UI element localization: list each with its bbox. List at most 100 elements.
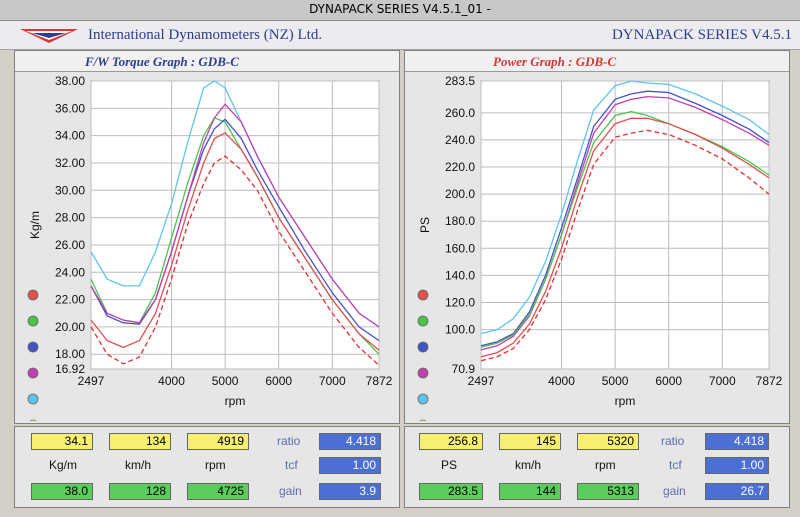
ratio-value: 4.418: [319, 433, 381, 450]
y-tick-label: 28.00: [55, 211, 85, 225]
y-tick-label: 36.00: [55, 101, 85, 115]
torque-graph-header: F/W Torque Graph : GDB-C: [15, 51, 399, 72]
torque-max-value: 38.0: [31, 483, 93, 500]
y-axis-label: PS: [418, 217, 432, 233]
run-toggle-icon[interactable]: [27, 289, 39, 301]
series-line: [480, 95, 770, 351]
window-titlebar: DYNAPACK SERIES V4.5.1_01 -: [0, 0, 800, 21]
y-tick-label: 140.0: [445, 268, 475, 282]
rpm-unit-label-right: rpm: [595, 458, 616, 472]
series-line: [90, 118, 380, 342]
x-tick-label: 4000: [548, 374, 575, 388]
y-tick-label: 30.00: [55, 183, 85, 197]
tcf-label: tcf: [285, 458, 298, 472]
x-tick-label: 4000: [158, 374, 185, 388]
ratio-value-right: 4.418: [705, 433, 769, 450]
software-version: DYNAPACK SERIES V4.5.1: [611, 27, 792, 43]
x-tick-label: 2497: [78, 374, 105, 388]
x-tick-label: 5000: [602, 374, 629, 388]
x-tick-label: 7872: [366, 374, 393, 388]
y-tick-label: 26.00: [55, 238, 85, 252]
y-tick-label: 32.00: [55, 156, 85, 170]
x-tick-label: 7000: [319, 374, 346, 388]
speed-unit-label: km/h: [125, 458, 152, 472]
y-tick-label: 34.00: [55, 129, 85, 143]
torque-max-rpm: 4725: [187, 483, 249, 500]
run-toggle-icon[interactable]: [418, 419, 428, 421]
plot-area: [90, 80, 380, 370]
series-line: [480, 117, 770, 358]
plot-area: [480, 80, 770, 370]
series-line: [90, 155, 380, 366]
y-tick-label: 22.00: [55, 293, 85, 307]
power-graph-panel: Power Graph : GDB-C 283.5 260.0 240.0 220.0…: [404, 50, 790, 424]
ratio-label: ratio: [277, 434, 301, 448]
y-tick-label: 16.92: [55, 362, 85, 376]
power-current-value: 256.8: [419, 433, 483, 450]
power-graph-header: Power Graph : GDB-C: [405, 51, 789, 72]
power-chart: 283.5 260.0 240.0 220.0 200.0 180.0 160.0 140.0…: [417, 74, 783, 421]
run-toggle-icon[interactable]: [27, 315, 39, 327]
series-line: [480, 90, 770, 347]
series-line: [480, 129, 770, 362]
x-tick-label: 6000: [655, 374, 682, 388]
run-toggle-icon[interactable]: [417, 393, 429, 405]
x-tick-label: 7872: [756, 374, 783, 388]
torque-chart: 38.00 36.00 34.00 32.00 30.00 28.00 26.00 24.00…: [27, 74, 393, 421]
company-name: International Dynamometers (NZ) Ltd.: [88, 27, 323, 43]
tcf-value: 1.00: [319, 457, 381, 474]
run-toggle-icon[interactable]: [28, 419, 38, 421]
run-toggle-icon[interactable]: [417, 289, 429, 301]
power-max-value: 283.5: [419, 483, 483, 500]
x-axis-label: rpm: [615, 394, 636, 408]
run-toggle-icon[interactable]: [27, 367, 39, 379]
power-unit-label: PS: [441, 458, 458, 472]
power-max-rpm: 5313: [577, 483, 639, 500]
gain-label: gain: [279, 484, 302, 498]
y-tick-label: 20.00: [55, 320, 85, 334]
power-max-speed: 144: [499, 483, 561, 500]
y-tick-label: 220.0: [445, 160, 475, 174]
x-tick-label: 7000: [709, 374, 736, 388]
tcf-label-right: tcf: [669, 458, 682, 472]
power-readout-panel: 256.8 145 5320 ratio 4.418 PS km/h rpm t…: [404, 426, 790, 508]
ratio-label-right: ratio: [661, 434, 685, 448]
rpm-unit-label: rpm: [205, 458, 226, 472]
gain-value: 3.9: [319, 483, 381, 500]
run-toggle-icon[interactable]: [27, 393, 39, 405]
power-graph-title: Power Graph : GDB-C: [493, 54, 617, 69]
torque-graph-title: F/W Torque Graph : GDB-C: [85, 54, 239, 69]
company-logo: [20, 29, 78, 43]
torque-graph-panel: F/W Torque Graph : GDB-C 38.00 36.00 34.00…: [14, 50, 400, 424]
x-tick-label: 2497: [468, 374, 495, 388]
y-tick-label: 200.0: [445, 187, 475, 201]
y-tick-label: 100.0: [445, 323, 475, 337]
y-tick-label: 180.0: [445, 214, 475, 228]
y-tick-label: 160.0: [445, 241, 475, 255]
y-tick-label: 18.00: [55, 347, 85, 361]
torque-current-rpm: 4919: [187, 433, 249, 450]
gain-label-right: gain: [663, 484, 686, 498]
x-axis-label: rpm: [225, 394, 246, 408]
series-line: [90, 103, 380, 328]
y-tick-label: 260.0: [445, 106, 475, 120]
y-axis-label: Kg/m: [28, 211, 42, 239]
torque-readout-panel: 34.1 134 4919 ratio 4.418 Kg/m km/h rpm …: [14, 426, 400, 508]
series-line: [90, 132, 380, 351]
y-tick-label: 70.9: [452, 362, 476, 376]
torque-current-value: 34.1: [31, 433, 93, 450]
run-toggle-icon[interactable]: [417, 341, 429, 353]
x-tick-label: 5000: [212, 374, 239, 388]
power-current-rpm: 5320: [577, 433, 639, 450]
power-current-speed: 145: [499, 433, 561, 450]
torque-unit-label: Kg/m: [49, 458, 78, 472]
run-toggle-icon[interactable]: [417, 315, 429, 327]
gain-value-right: 26.7: [705, 483, 769, 500]
torque-max-speed: 128: [109, 483, 171, 500]
app-header: International Dynamometers (NZ) Ltd. DYN…: [0, 21, 800, 50]
tcf-value-right: 1.00: [705, 457, 769, 474]
run-toggle-icon[interactable]: [27, 341, 39, 353]
run-toggle-icon[interactable]: [417, 367, 429, 379]
y-tick-label: 120.0: [445, 295, 475, 309]
y-tick-label: 240.0: [445, 133, 475, 147]
